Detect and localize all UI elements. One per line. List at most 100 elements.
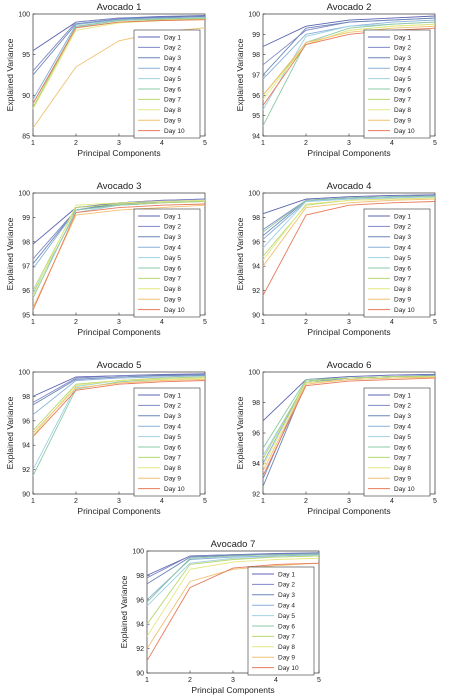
legend-entry: Day 6 (164, 265, 181, 272)
series-line-day-7 (262, 376, 435, 460)
chart-title: Avocado 7 (211, 539, 256, 550)
legend-entry: Day 1 (394, 34, 411, 41)
y-tick-label: 92 (252, 288, 260, 295)
x-tick-label: 2 (74, 140, 78, 147)
chart-title: Avocado 4 (327, 181, 372, 192)
y-tick-label: 92 (136, 646, 144, 653)
legend-entry: Day 2 (394, 224, 411, 231)
series-line-day-2 (146, 552, 320, 579)
legend-entry: Day 5 (164, 76, 181, 83)
y-tick-label: 95 (22, 313, 30, 320)
y-tick-label: 100 (248, 370, 260, 377)
legend-entry: Day 6 (394, 86, 411, 93)
legend-entry: Day 10 (164, 486, 185, 493)
x-tick-label: 3 (117, 140, 121, 147)
y-tick-label: 94 (22, 443, 30, 450)
y-tick-label: 96 (252, 93, 260, 100)
x-tick-label: 4 (160, 498, 164, 505)
legend-entry: Day 9 (278, 655, 295, 662)
y-tick-label: 96 (252, 431, 260, 438)
legend-entry: Day 9 (394, 476, 411, 483)
series-line-day-10 (262, 201, 436, 296)
x-tick-label: 5 (203, 319, 207, 326)
x-tick-label: 2 (304, 498, 308, 505)
legend-entry: Day 7 (394, 97, 411, 104)
legend-entry: Day 9 (394, 118, 411, 125)
y-tick-label: 94 (252, 461, 260, 468)
series-line-day-4 (32, 375, 206, 416)
y-tick-label: 95 (22, 52, 30, 59)
legend-entry: Day 5 (394, 76, 411, 83)
x-tick-label: 4 (390, 498, 394, 505)
x-tick-label: 5 (433, 319, 437, 326)
x-axis-label: Principal Components (77, 506, 160, 516)
legend: Day 1 Day 2 Day 3 Day 4 Day 5 Day 6 Day 7 Day 8… (363, 387, 431, 497)
legend-entry: Day 8 (164, 107, 181, 114)
legend-entry: Day 9 (394, 297, 411, 304)
series-line-day-1 (262, 373, 436, 422)
legend-entry: Day 1 (164, 213, 181, 220)
series-line-day-8 (32, 377, 206, 436)
series-line-day-6 (146, 553, 320, 603)
legend-entry: Day 3 (164, 55, 181, 62)
legend-entry: Day 4 (164, 66, 181, 73)
series-line-day-10 (262, 377, 436, 476)
x-tick-label: 5 (433, 498, 437, 505)
y-tick-label: 96 (252, 239, 260, 246)
y-tick-label: 100 (248, 12, 260, 19)
legend-entry: Day 2 (394, 45, 411, 52)
x-axis-label: Principal Components (77, 327, 160, 337)
x-tick-label: 3 (231, 677, 235, 684)
y-axis-label: Explained Variance (5, 396, 15, 469)
legend-entry: Day 10 (278, 665, 299, 672)
series-line-day-10 (32, 203, 206, 311)
chart-panel-7: Avocado 7 1 2 3 4 5 90 92 94 96 98 100 Principal Com… (119, 539, 321, 695)
legend: Day 1 Day 2 Day 3 Day 4 Day 5 Day 6 Day 7 Day 8… (247, 566, 315, 676)
chart-panel-6: Avocado 6 1 2 3 4 5 92 94 96 98 100 Principal Compo… (235, 360, 437, 516)
x-tick-label: 1 (31, 140, 35, 147)
y-axis-label: Explained Variance (5, 217, 15, 290)
y-tick-label: 90 (22, 93, 30, 100)
legend-entry: Day 8 (278, 644, 295, 651)
series-line-day-8 (262, 23, 436, 100)
y-tick-label: 98 (22, 239, 30, 246)
series-line-day-8 (146, 557, 320, 637)
legend-entry: Day 3 (394, 413, 411, 420)
y-axis-label: Explained Variance (119, 575, 129, 648)
x-axis-label: Principal Components (307, 327, 390, 337)
legend-entry: Day 3 (394, 234, 411, 241)
legend-entry: Day 3 (164, 413, 181, 420)
y-tick-label: 98 (252, 400, 260, 407)
legend-entry: Day 8 (164, 286, 181, 293)
x-tick-label: 3 (117, 319, 121, 326)
chart-panel-2: Avocado 2 1 2 3 4 5 94 95 96 97 98 99 100 Principal C… (235, 2, 437, 158)
x-tick-label: 3 (347, 140, 351, 147)
y-tick-label: 96 (136, 597, 144, 604)
y-axis-label: Explained Variance (235, 217, 245, 290)
x-tick-label: 2 (74, 498, 78, 505)
y-tick-label: 100 (248, 191, 260, 198)
series-line-day-9 (146, 562, 320, 649)
chart-panel-5: Avocado 5 1 2 3 4 5 90 92 94 96 98 100 Principal Com… (5, 360, 207, 516)
y-tick-label: 98 (252, 52, 260, 59)
y-tick-label: 97 (252, 73, 260, 80)
x-tick-label: 4 (160, 140, 164, 147)
legend-entry: Day 4 (394, 66, 411, 73)
x-tick-label: 1 (261, 319, 265, 326)
legend-entry: Day 7 (278, 634, 295, 641)
legend-entry: Day 10 (164, 128, 185, 135)
series-line-day-1 (262, 15, 436, 47)
series-line-day-10 (262, 27, 436, 106)
legend-entry: Day 1 (394, 392, 411, 399)
legend-entry: Day 7 (164, 276, 181, 283)
series-line-day-3 (32, 374, 206, 406)
legend-entry: Day 1 (164, 34, 181, 41)
series-line-day-9 (262, 376, 436, 472)
legend-entry: Day 6 (278, 623, 295, 630)
x-tick-label: 3 (347, 319, 351, 326)
x-tick-label: 1 (31, 319, 35, 326)
legend-entry: Day 9 (164, 476, 181, 483)
x-tick-label: 1 (31, 498, 35, 505)
y-tick-label: 99 (22, 215, 30, 222)
legend-entry: Day 8 (394, 465, 411, 472)
